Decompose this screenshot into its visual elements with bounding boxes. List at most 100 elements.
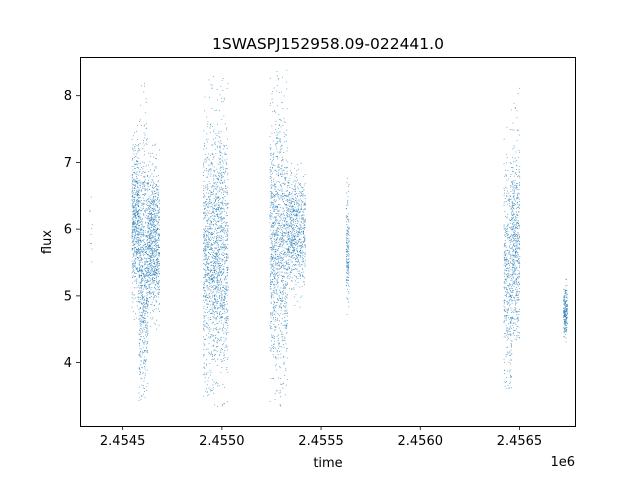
data-point: [286, 320, 288, 321]
data-point: [206, 303, 207, 305]
data-point: [214, 404, 215, 406]
data-point: [271, 216, 273, 218]
data-point: [227, 325, 229, 327]
data-point: [296, 242, 298, 244]
data-point: [221, 367, 223, 368]
data-point: [220, 316, 221, 318]
data-point: [147, 272, 149, 273]
data-point: [143, 227, 144, 229]
data-point: [217, 255, 219, 257]
data-point: [134, 163, 136, 165]
data-point: [140, 378, 142, 380]
data-point: [206, 245, 208, 247]
data-point: [217, 253, 219, 254]
data-point: [141, 295, 142, 296]
data-point: [217, 263, 219, 265]
data-point: [221, 231, 223, 232]
data-point: [212, 286, 214, 288]
data-point: [148, 219, 150, 221]
data-point: [150, 224, 152, 225]
data-point: [149, 228, 151, 230]
data-point: [209, 280, 211, 282]
data-point: [274, 252, 276, 254]
data-point: [298, 193, 300, 194]
data-point: [132, 201, 134, 203]
data-point: [273, 210, 275, 212]
data-point: [290, 163, 292, 164]
data-point: [147, 222, 149, 224]
data-point: [147, 226, 149, 228]
data-point: [210, 233, 211, 235]
data-point: [158, 212, 160, 214]
data-point: [211, 252, 213, 253]
data-point: [289, 288, 290, 290]
data-point: [223, 269, 225, 271]
data-point: [132, 205, 134, 207]
data-point: [271, 163, 273, 165]
data-point: [276, 231, 277, 233]
data-point: [133, 205, 135, 207]
data-point: [132, 310, 134, 312]
data-point: [142, 299, 144, 301]
data-point: [131, 293, 133, 295]
data-point: [203, 249, 205, 251]
data-point: [220, 212, 222, 214]
data-point: [135, 242, 137, 244]
data-point: [218, 274, 219, 276]
data-point: [205, 214, 207, 216]
data-point: [155, 295, 157, 297]
data-point: [148, 247, 150, 249]
data-point: [302, 187, 304, 189]
data-point: [206, 327, 208, 328]
data-point: [220, 225, 222, 227]
data-point: [282, 210, 284, 212]
data-point: [137, 205, 139, 207]
data-point: [148, 218, 150, 219]
data-point: [224, 328, 226, 330]
data-point: [220, 213, 222, 215]
data-point: [270, 195, 272, 197]
data-point: [208, 246, 210, 247]
data-point: [283, 344, 284, 345]
data-point: [286, 297, 288, 299]
data-point: [275, 137, 277, 139]
data-point: [273, 87, 275, 89]
data-point: [134, 240, 136, 242]
data-point: [285, 217, 287, 219]
data-point: [215, 329, 217, 330]
data-point: [275, 240, 277, 242]
data-point: [155, 251, 157, 253]
data-point: [211, 279, 213, 281]
data-point: [141, 316, 143, 318]
data-point: [148, 207, 149, 209]
data-point: [132, 271, 134, 273]
data-point: [287, 243, 289, 245]
data-point: [207, 256, 209, 258]
data-point: [274, 231, 276, 233]
data-point: [226, 334, 227, 336]
data-point: [143, 363, 145, 365]
data-point: [153, 224, 155, 226]
data-point: [159, 311, 160, 312]
data-point: [144, 282, 146, 284]
data-point: [273, 247, 275, 248]
data-point: [143, 184, 145, 185]
data-point: [216, 267, 218, 269]
data-point: [270, 349, 272, 351]
data-point: [144, 285, 146, 287]
data-point: [147, 182, 148, 184]
data-point: [276, 230, 278, 232]
data-point: [140, 321, 142, 322]
data-point: [221, 316, 222, 318]
data-point: [209, 210, 210, 212]
data-point: [136, 248, 137, 250]
data-point: [133, 223, 135, 225]
data-point: [304, 236, 305, 238]
data-point: [133, 280, 135, 282]
data-point: [283, 356, 285, 358]
data-point: [219, 304, 221, 306]
data-point: [206, 221, 208, 223]
data-point: [151, 237, 153, 239]
data-point: [286, 348, 288, 350]
data-point: [215, 287, 217, 289]
